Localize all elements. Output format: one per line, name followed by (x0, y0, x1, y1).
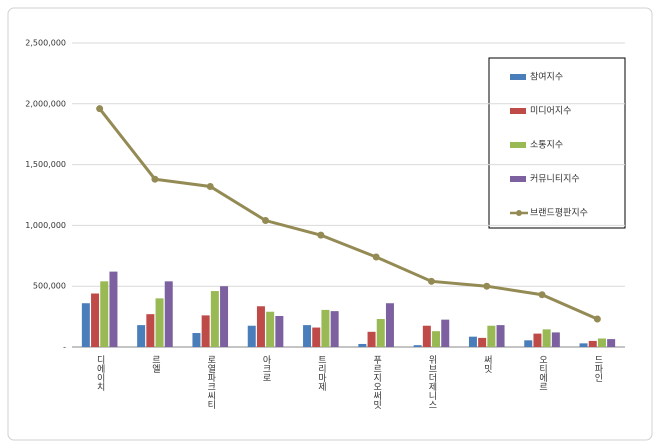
x-tick-label: 오티에르 (537, 355, 547, 391)
bar (137, 325, 146, 347)
bar (551, 332, 560, 347)
y-tick-label: 500,000 (33, 282, 66, 291)
legend-swatch (510, 176, 526, 182)
bar (109, 271, 118, 347)
bar (330, 311, 339, 347)
x-tick-label: 푸르지오써밋 (371, 355, 381, 410)
bar (91, 293, 100, 347)
bar (367, 331, 376, 347)
bar (533, 333, 542, 347)
bar (312, 327, 321, 347)
x-tick-label: 위브더제니스 (426, 355, 436, 409)
bar (220, 286, 229, 347)
line-marker (483, 282, 491, 290)
bar (468, 336, 477, 347)
legend-label: 참여지수 (530, 71, 563, 83)
x-tick-label: 써밋 (482, 355, 492, 374)
legend-label: 커뮤니티지수 (530, 174, 580, 185)
line-marker (372, 253, 380, 261)
legend-swatch (510, 108, 526, 114)
bar (358, 343, 367, 347)
line-marker (538, 291, 546, 299)
bar (385, 303, 394, 347)
x-tick-label: 로열파크씨티 (205, 355, 215, 410)
bar (155, 298, 164, 347)
bar (588, 340, 597, 347)
bar (597, 338, 606, 347)
y-tick-label: - (63, 343, 66, 352)
line-marker (151, 175, 159, 183)
legend-swatch (510, 142, 526, 148)
bar (496, 325, 505, 347)
bar (210, 291, 219, 347)
bar (247, 325, 256, 347)
bar (201, 315, 210, 347)
bar (321, 309, 330, 347)
legend-swatch (516, 210, 522, 216)
bar (487, 325, 496, 347)
bar (542, 329, 551, 347)
y-tick-label: 2,000,000 (25, 99, 66, 108)
x-tick-label: 트리마제 (316, 355, 326, 392)
bar (422, 325, 431, 347)
bar (192, 333, 201, 347)
bar (266, 311, 275, 347)
bar (100, 281, 109, 347)
bar (478, 337, 487, 347)
y-tick-label: 2,500,000 (25, 39, 66, 48)
bar (303, 325, 312, 347)
bar (441, 319, 450, 347)
line-marker (427, 277, 435, 285)
bar (607, 339, 616, 347)
line-marker (262, 217, 270, 225)
line-marker (206, 182, 214, 190)
x-tick-label: 아크로 (261, 355, 271, 382)
bar (524, 340, 533, 347)
bar (413, 345, 422, 347)
legend-label: 브랜드평판지수 (530, 208, 588, 219)
bar (376, 319, 385, 347)
line (98, 107, 598, 321)
bar (275, 315, 284, 347)
x-tick-label: 드파인 (592, 355, 602, 382)
line-marker (317, 231, 325, 239)
bar (81, 303, 90, 347)
legend-label: 미디어지수 (530, 106, 571, 117)
x-tick-label: 디에이치 (95, 355, 105, 392)
bar (256, 306, 265, 347)
line-marker (96, 105, 104, 113)
bar (432, 331, 441, 347)
legend-label: 소통지수 (530, 140, 563, 151)
legend-swatch (510, 74, 526, 80)
bar (579, 343, 588, 347)
line-marker (593, 315, 601, 323)
x-tick-label: 르엘 (150, 355, 160, 373)
y-tick-label: 1,500,000 (25, 160, 66, 169)
bar (164, 281, 173, 347)
y-tick-label: 1,000,000 (25, 221, 66, 230)
bar (146, 314, 155, 347)
